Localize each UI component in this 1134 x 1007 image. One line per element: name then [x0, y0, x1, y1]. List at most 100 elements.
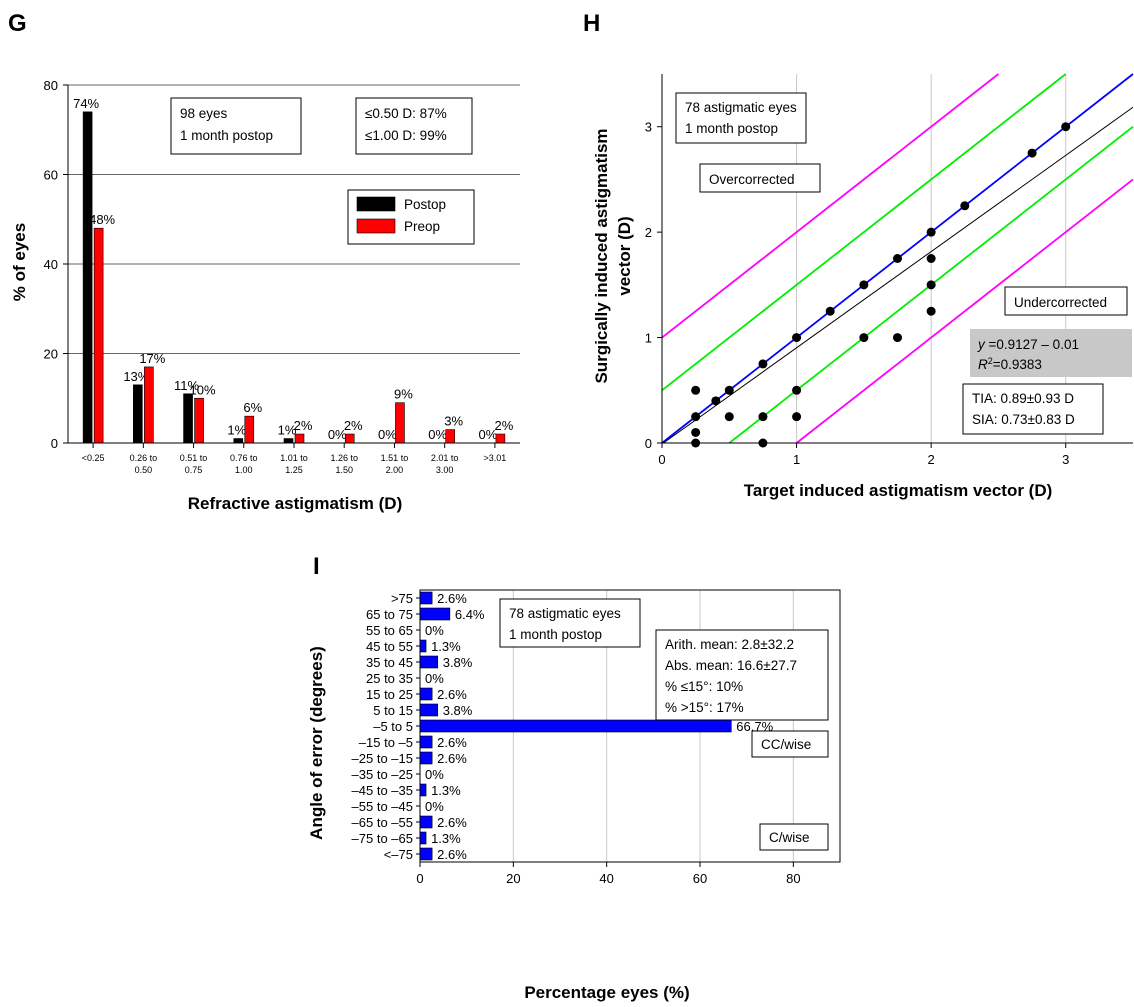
- chart-h-x-axis-title: Target induced astigmatism vector (D): [744, 481, 1053, 500]
- chart-h-point: [691, 427, 701, 437]
- chart-g-x-tick-label: 1.50: [335, 465, 353, 475]
- chart-i-data-label: 3.8%: [443, 703, 473, 718]
- chart-i-bar: [419, 847, 433, 861]
- chart-i-x-tick-label: 40: [599, 871, 613, 886]
- chart-h-annotation-stats-line: SIA: 0.73±0.83 D: [972, 412, 1075, 427]
- chart-i-y-tick-label: 5 to 15: [373, 703, 413, 718]
- chart-i-x-tick-label: 80: [786, 871, 800, 886]
- chart-i-data-label: 2.6%: [437, 687, 467, 702]
- chart-i-bar: [419, 639, 427, 653]
- chart-g-annotation-eyes-frame: [170, 97, 302, 155]
- chart-g-x-axis-title: Refractive astigmatism (D): [188, 494, 402, 513]
- chart-i-bar: [419, 783, 427, 797]
- chart-g-x-tick-label: 1.01 to: [280, 453, 308, 463]
- chart-h-y-tick-label: 0: [645, 436, 652, 451]
- chart-g-data-label: 2%: [494, 418, 513, 433]
- chart-h-point: [792, 333, 802, 343]
- chart-g-data-label: 13%: [123, 369, 149, 384]
- chart-h-point: [758, 359, 768, 369]
- chart-i-annotation-ccwise-line: CC/wise: [761, 737, 811, 752]
- chart-h-y-tick-label: 2: [645, 225, 652, 240]
- chart-g-y-tick-label: 60: [44, 168, 58, 183]
- chart-g-x-tick-label: 3.00: [436, 465, 454, 475]
- chart-g-x-tick-label: 1.26 to: [330, 453, 358, 463]
- chart-h-regression-equation: y =0.9127 – 0.01 R2=0.9383: [970, 329, 1132, 377]
- chart-g-x-tick-label: <0.25: [82, 453, 105, 463]
- chart-g-bar-postop: [283, 438, 294, 444]
- chart-g-data-label: 2%: [344, 418, 363, 433]
- chart-i-bar: [419, 735, 433, 749]
- chart-i-data-label: 0%: [425, 623, 444, 638]
- chart-g-data-label: 0%: [378, 427, 397, 442]
- chart-i-y-tick-label: –25 to –15: [352, 751, 413, 766]
- chart-g-data-label: 9%: [394, 387, 413, 402]
- chart-i-x-axis-title: Percentage eyes (%): [524, 983, 689, 1002]
- chart-h-point: [960, 201, 970, 211]
- chart-i-y-tick-label: –55 to –45: [352, 799, 413, 814]
- chart-h-annotation-eyes-line: 78 astigmatic eyes: [685, 100, 797, 115]
- chart-i-y-tick-label: 15 to 25: [366, 687, 413, 702]
- chart-g-data-label: 1%: [227, 423, 246, 438]
- chart-i-frame: [419, 589, 841, 863]
- chart-i-annotation-ccwise: CC/wise: [751, 730, 829, 758]
- chart-g-data-label: 3%: [444, 414, 463, 429]
- chart-g-bar-postop: [233, 438, 244, 444]
- chart-i-annotation-stats-frame: [655, 629, 829, 721]
- chart-h-point: [1027, 148, 1037, 158]
- chart-i-data-label: 6.4%: [455, 607, 485, 622]
- chart-h-point: [893, 254, 902, 263]
- chart-i-y-tick-label: 55 to 65: [366, 623, 413, 638]
- chart-g-annotation-threshold-line: ≤1.00 D: 99%: [365, 128, 447, 143]
- chart-h-y-axis-title-line2: vector (D): [615, 216, 634, 295]
- chart-h-annotation-overcorrected-line: Overcorrected: [709, 172, 795, 187]
- chart-g-bar-preop: [194, 397, 204, 444]
- chart-h-x-tick-label: 2: [928, 452, 935, 467]
- chart-g-data-label: 10%: [190, 382, 216, 397]
- chart-h-point: [724, 412, 734, 422]
- chart-h-x-tick-label: 1: [793, 452, 800, 467]
- chart-h-point: [792, 385, 802, 395]
- chart-i-bar: [419, 655, 439, 669]
- chart-i-y-tick-label: >75: [391, 591, 413, 606]
- chart-h-point: [724, 385, 734, 395]
- chart-h-point: [859, 333, 869, 343]
- chart-h-line--1-00-d: [661, 73, 999, 339]
- panel-letter-h: H: [583, 10, 600, 37]
- chart-h-annotation-overcorrected-frame: [699, 163, 821, 193]
- chart-i-bar: [419, 591, 433, 605]
- chart-i-annotation-stats-line: % ≤15°: 10%: [665, 679, 743, 694]
- chart-h-point: [926, 227, 936, 237]
- chart-g-data-label: 6%: [243, 400, 262, 415]
- chart-g-annotation-threshold: ≤0.50 D: 87% ≤1.00 D: 99%: [355, 97, 473, 155]
- chart-g-annotation-eyes: 98 eyes 1 month postop: [170, 97, 302, 155]
- chart-g-bar-postop: [82, 111, 93, 444]
- chart-i-data-label: 1.3%: [431, 639, 461, 654]
- chart-i-y-tick-label: –75 to –65: [352, 831, 413, 846]
- panel-letter-i: I: [313, 553, 320, 580]
- chart-h-x-tick-label: 3: [1062, 452, 1069, 467]
- chart-i-annotation-eyes-line: 1 month postop: [509, 627, 602, 642]
- chart-g-annotation-eyes-line: 98 eyes: [180, 106, 228, 121]
- chart-g-x-tick-label: 2.00: [386, 465, 404, 475]
- panel-letter-g: G: [8, 10, 27, 37]
- chart-i-data-label: 2.6%: [437, 847, 467, 862]
- chart-i-y-axis-title: Angle of error (degrees): [307, 646, 326, 840]
- chart-g-data-label: 74%: [73, 96, 99, 111]
- chart-i-annotation-stats-line: Abs. mean: 16.6±27.7: [665, 658, 797, 673]
- chart-h-point: [926, 306, 936, 316]
- chart-i-annotation-ccwise-frame: [751, 730, 829, 758]
- chart-i-bar: [419, 687, 433, 701]
- chart-g-x-tick-label: 0.50: [135, 465, 153, 475]
- chart-g-x-tick-label: 1.25: [285, 465, 303, 475]
- chart-g-y-axis-title: % of eyes: [10, 223, 29, 301]
- chart-i-data-label: 3.8%: [443, 655, 473, 670]
- chart-g-y-tick-label: 40: [44, 257, 58, 272]
- chart-h-point: [792, 412, 802, 422]
- chart-g-legend: Postop Preop: [347, 189, 475, 245]
- chart-h-y-tick-label: 1: [645, 331, 652, 346]
- chart-g-bar-preop: [93, 227, 104, 444]
- chart-i-y-tick-label: –5 to 5: [373, 719, 413, 734]
- chart-i-annotation-eyes-frame: [499, 598, 641, 648]
- chart-i-data-label: 66.7%: [736, 719, 773, 734]
- chart-i-bar: [419, 815, 433, 829]
